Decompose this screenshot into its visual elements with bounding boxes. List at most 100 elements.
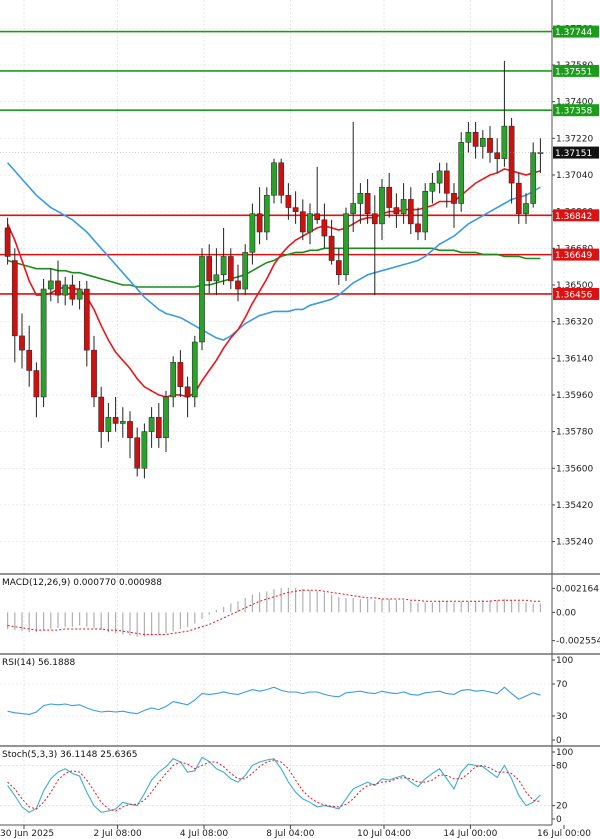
price-tick-label: 1.35780 <box>556 428 593 438</box>
candle-bullish <box>400 199 407 214</box>
candle-bearish <box>321 219 328 237</box>
candle-bearish <box>134 437 141 469</box>
candle-bullish <box>105 417 112 432</box>
candle-bullish <box>271 162 277 196</box>
candle-bullish <box>523 203 529 214</box>
candle-bearish <box>4 227 11 257</box>
price-tick-label: 1.37220 <box>556 134 593 144</box>
candle-bearish <box>112 417 119 424</box>
time-tick-label: 14 Jul 00:00 <box>443 829 497 839</box>
candle-bearish <box>91 349 97 398</box>
candle-bearish <box>26 349 33 371</box>
candle-bullish <box>530 152 537 204</box>
level-price-label: 1.37358 <box>555 107 592 117</box>
candle-bullish <box>220 256 227 276</box>
candle-bearish <box>11 260 18 337</box>
candle-bearish <box>508 125 515 184</box>
price-tick-label: 1.35600 <box>556 464 593 474</box>
candle-bearish <box>285 195 292 208</box>
candle-bullish <box>422 191 429 233</box>
candle-bearish <box>407 199 414 225</box>
candle-bullish <box>465 131 472 143</box>
last-price-label: 1.37151 <box>555 149 592 159</box>
candle-bullish <box>199 256 205 343</box>
candle-bullish <box>429 182 436 192</box>
candle-bearish <box>98 396 105 432</box>
candle-bullish <box>40 288 47 398</box>
candle-bearish <box>184 386 191 398</box>
candle-bearish <box>69 284 76 300</box>
price-tick-label: 1.36320 <box>556 318 593 328</box>
level-price-label: 1.36842 <box>555 212 592 222</box>
candle-bullish <box>501 125 508 159</box>
rsi-tick-label: 100 <box>556 656 573 666</box>
candle-bearish <box>314 213 321 221</box>
candle-bullish <box>47 280 54 290</box>
ma-mid-line <box>7 162 541 341</box>
macd-signal-line <box>7 589 541 635</box>
level-price-box <box>553 248 599 261</box>
candle-bearish <box>206 256 213 282</box>
candle-bullish <box>436 170 443 184</box>
candle-bullish <box>249 213 256 253</box>
candle-bearish <box>451 193 457 204</box>
rsi-tick-label: 30 <box>556 712 568 722</box>
rsi-tick-label: 0 <box>556 736 562 746</box>
level-price-box <box>553 25 599 38</box>
candle-bearish <box>83 288 90 351</box>
candle-bullish <box>213 274 220 282</box>
candle-bullish <box>379 186 385 225</box>
time-tick-label: 16 Jul 00:00 <box>537 829 591 839</box>
level-price-label: 1.37744 <box>555 28 592 38</box>
macd-tick-label: 0.00 <box>556 608 576 618</box>
stoch-tick-label: 0 <box>556 815 562 825</box>
price-tick-label: 1.35240 <box>556 538 593 548</box>
candle-bearish <box>472 131 479 147</box>
price-tick-label: 1.36500 <box>556 281 593 291</box>
level-price-box <box>553 209 599 222</box>
candle-bearish <box>55 280 61 296</box>
candle-bullish <box>191 341 198 398</box>
candle-bullish <box>62 284 69 296</box>
ma-slow-line <box>7 247 541 288</box>
macd-tick-label: -0.002554 <box>556 637 600 647</box>
candle-bullish <box>350 203 357 214</box>
stoch-d-line <box>7 759 541 812</box>
candle-bullish <box>148 417 155 432</box>
candle-bearish <box>335 260 342 276</box>
candle-bearish <box>386 186 393 208</box>
candle-bearish <box>235 280 241 290</box>
candle-bearish <box>494 152 501 159</box>
stoch-tick-label: 80 <box>556 761 568 771</box>
candle-bearish <box>177 362 184 388</box>
stoch-k-line <box>7 756 541 813</box>
level-price-box <box>553 287 599 300</box>
level-price-label: 1.36649 <box>555 251 592 261</box>
level-price-box <box>553 104 599 117</box>
time-tick-label: 10 Jul 04:00 <box>357 829 411 839</box>
price-tick-label: 1.37400 <box>556 98 593 108</box>
level-price-label: 1.37551 <box>555 67 592 77</box>
candle-bearish <box>292 207 299 212</box>
rsi-tick-label: 70 <box>556 680 568 690</box>
candle-bullish <box>76 288 83 300</box>
candle-bullish <box>479 138 486 147</box>
candle-bearish <box>227 256 234 282</box>
macd-label: MACD(12,26,9) 0.000770 0.000988 <box>2 578 162 588</box>
time-tick-label: 4 Jul 08:00 <box>180 829 229 839</box>
candle-bullish <box>458 142 465 204</box>
candle-bullish <box>263 195 270 233</box>
stoch-label: Stoch(5,3,3) 36.1148 25.6365 <box>2 750 137 760</box>
candle-bearish <box>278 162 285 196</box>
price-tick-label: 1.37040 <box>556 171 593 181</box>
time-tick-label: 30 Jun 2025 <box>0 829 54 839</box>
price-tick-label: 1.36140 <box>556 354 593 364</box>
price-tick-label: 1.35420 <box>556 501 593 511</box>
candle-bearish <box>515 182 522 214</box>
candle-bullish <box>141 431 148 469</box>
candle-bullish <box>307 213 313 233</box>
candle-bearish <box>415 223 421 233</box>
candle-bullish <box>163 396 169 438</box>
stoch-tick-label: 100 <box>556 748 573 758</box>
